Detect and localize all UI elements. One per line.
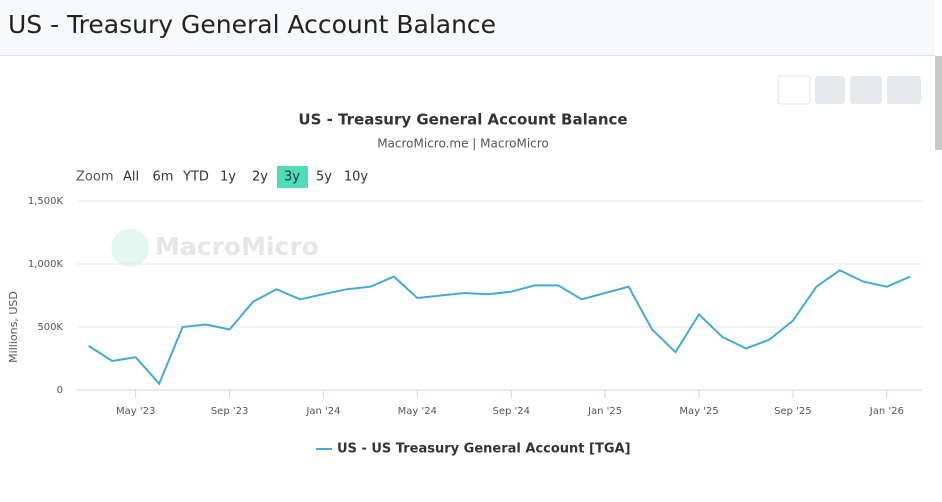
x-tick-label: Jan '26 [869, 406, 904, 417]
x-tick-label: May '23 [116, 406, 155, 417]
x-tick-label: Sep '24 [492, 406, 530, 417]
y-tick-label: 0 [57, 385, 63, 396]
range-button[interactable]: 6m [153, 170, 174, 185]
page-title: US - Treasury General Account Balance [8, 10, 497, 39]
x-tick-label: May '25 [679, 406, 718, 417]
share-button[interactable] [777, 75, 811, 105]
header: US - Treasury General Account Balance [0, 0, 935, 56]
watermark: MacroMicro [155, 232, 319, 261]
chart: US - Treasury General Account Balance Ma… [7, 56, 942, 457]
edit-button[interactable] [887, 76, 921, 104]
settings-button[interactable] [815, 76, 845, 104]
zoom-label: Zoom [76, 170, 113, 185]
chart-subtitle: MacroMicro.me | MacroMicro [377, 137, 549, 151]
legend-label[interactable]: US - US Treasury General Account [TGA] [337, 442, 631, 457]
range-button[interactable]: YTD [182, 170, 209, 185]
x-tick-label: Jan '25 [587, 406, 622, 417]
download-button[interactable] [850, 76, 882, 104]
y-tick-label: 500K [37, 322, 63, 333]
toolbar [777, 75, 921, 105]
range-button-selected [277, 166, 308, 188]
y-tick-label: 1,500K [28, 196, 64, 207]
range-button[interactable]: 3y [284, 170, 300, 185]
line [88, 269, 911, 386]
x-tick-label: Jan '24 [305, 406, 340, 417]
range-button[interactable]: 2y [252, 170, 268, 185]
x-tick-label: May '24 [398, 406, 437, 417]
range-button[interactable]: 1y [220, 170, 236, 185]
range-button[interactable]: 10y [344, 170, 369, 185]
y-tick-label: 1,000K [28, 259, 64, 270]
range-button[interactable]: 5y [316, 170, 332, 185]
x-tick-label: Sep '23 [211, 406, 249, 417]
scrollbar [935, 56, 942, 150]
y-axis-label: Millions, USD [7, 291, 20, 363]
range-button[interactable]: All [123, 170, 139, 185]
chart-title: US - Treasury General Account Balance [298, 111, 627, 129]
watermark-logo [111, 229, 149, 267]
x-tick-label: Sep '25 [774, 406, 812, 417]
